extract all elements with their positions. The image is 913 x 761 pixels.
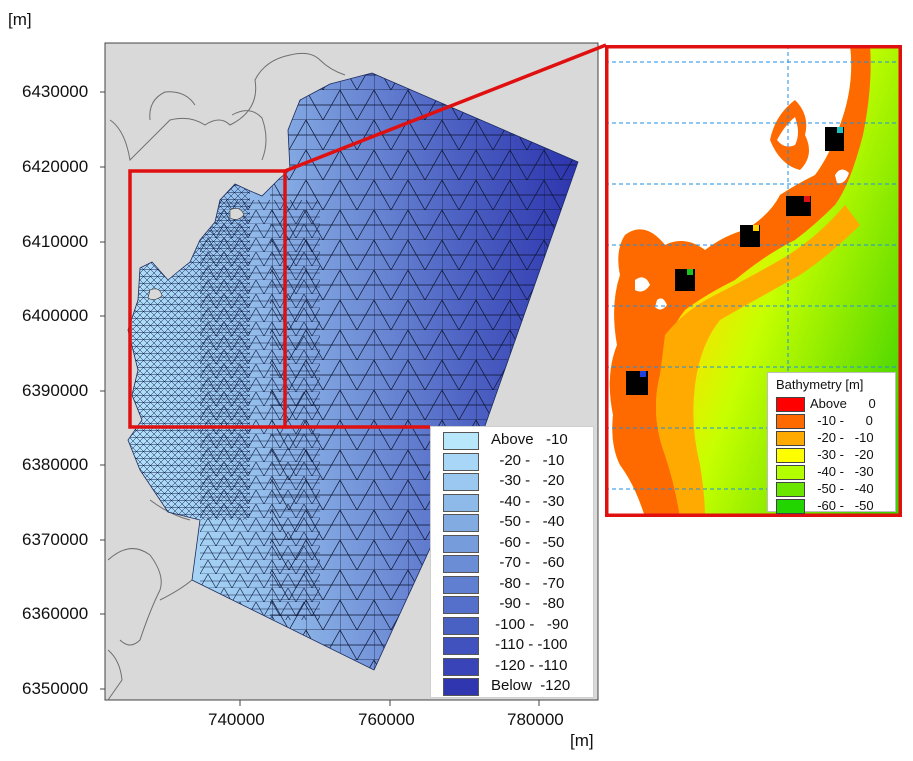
legend-label: -50 - -40	[491, 513, 565, 530]
station-markers	[626, 127, 844, 395]
legend-swatch	[776, 482, 805, 497]
zoom-connector-top	[284, 43, 607, 173]
x-tick-label: 740000	[208, 710, 265, 729]
bathymetry-legend: Bathymetry [m] Above 0 -10 - 0 -20 - -10…	[767, 372, 896, 514]
legend-swatch	[443, 493, 479, 512]
legend-swatch	[776, 414, 805, 429]
legend-swatch	[443, 514, 479, 532]
station-marker	[786, 196, 811, 216]
legend-label: -90 - -80	[491, 595, 565, 612]
legend-swatch	[443, 473, 479, 491]
legend-label: Above 0	[810, 396, 876, 411]
legend-swatch	[443, 678, 479, 696]
legend-swatch	[443, 555, 479, 573]
y-tick-label: 6420000	[22, 157, 89, 176]
y-axis-ticks	[100, 91, 105, 690]
legend-swatch	[443, 637, 479, 655]
legend-label: Below -120	[491, 677, 571, 694]
y-tick-label: 6380000	[22, 455, 89, 474]
y-tick-label: 6390000	[22, 381, 89, 400]
legend-swatch	[776, 465, 805, 480]
legend-label: -30 - -20	[810, 447, 874, 462]
y-tick-label: 6400000	[22, 306, 89, 325]
legend-swatch	[443, 616, 479, 635]
x-axis-ticks	[239, 700, 540, 706]
legend-label: -50 - -40	[810, 481, 874, 496]
inset-frame	[605, 45, 902, 517]
legend-title: Bathymetry [m]	[776, 377, 864, 392]
station-marker	[825, 127, 844, 151]
y-tick-label: 6370000	[22, 530, 89, 549]
x-tick-label: 780000	[507, 710, 564, 729]
legend-swatch	[776, 448, 805, 463]
legend-label: -70 - -60	[491, 554, 565, 571]
legend-swatch	[443, 575, 479, 594]
station-marker	[675, 269, 695, 291]
zoom-region-box	[128, 169, 287, 429]
y-tick-label: 6430000	[22, 82, 89, 101]
legend-swatch	[443, 534, 479, 553]
legend-label: -40 - -30	[810, 464, 874, 479]
legend-swatch	[443, 452, 479, 471]
legend-label: -60 - -50	[491, 533, 565, 551]
legend-swatch	[776, 499, 805, 514]
y-tick-label: 6410000	[22, 232, 89, 251]
land-outline	[107, 52, 346, 701]
legend-swatch	[443, 432, 479, 450]
depth-legend: Above -10 -20 - -10 -30 - -20 -40 - -30 …	[430, 426, 594, 698]
inset-shallow-band	[609, 45, 871, 517]
legend-swatch	[776, 431, 805, 446]
legend-label: Above -10	[491, 431, 568, 448]
legend-swatch	[443, 596, 479, 614]
station-marker	[626, 371, 648, 395]
legend-label: -120 - -110	[491, 656, 568, 674]
station-marker	[740, 225, 760, 247]
y-axis-unit-label: [m]	[8, 10, 32, 29]
legend-label: -100 - -90	[491, 615, 569, 633]
y-tick-label: 6350000	[22, 679, 89, 698]
x-axis-unit-label: [m]	[570, 731, 594, 750]
legend-label: -60 - -50	[810, 498, 874, 513]
legend-label: -80 - -70	[491, 574, 565, 592]
legend-label: -110 - -100	[491, 636, 568, 653]
legend-label: -30 - -20	[491, 472, 565, 489]
legend-label: -20 - -10	[491, 451, 565, 469]
x-tick-label: 760000	[358, 710, 415, 729]
y-tick-label: 6360000	[22, 604, 89, 623]
legend-label: -10 - 0	[810, 413, 873, 428]
legend-swatch	[443, 657, 479, 676]
legend-label: -40 - -30	[491, 492, 565, 510]
legend-label: -20 - -10	[810, 430, 874, 445]
legend-swatch	[776, 397, 805, 412]
